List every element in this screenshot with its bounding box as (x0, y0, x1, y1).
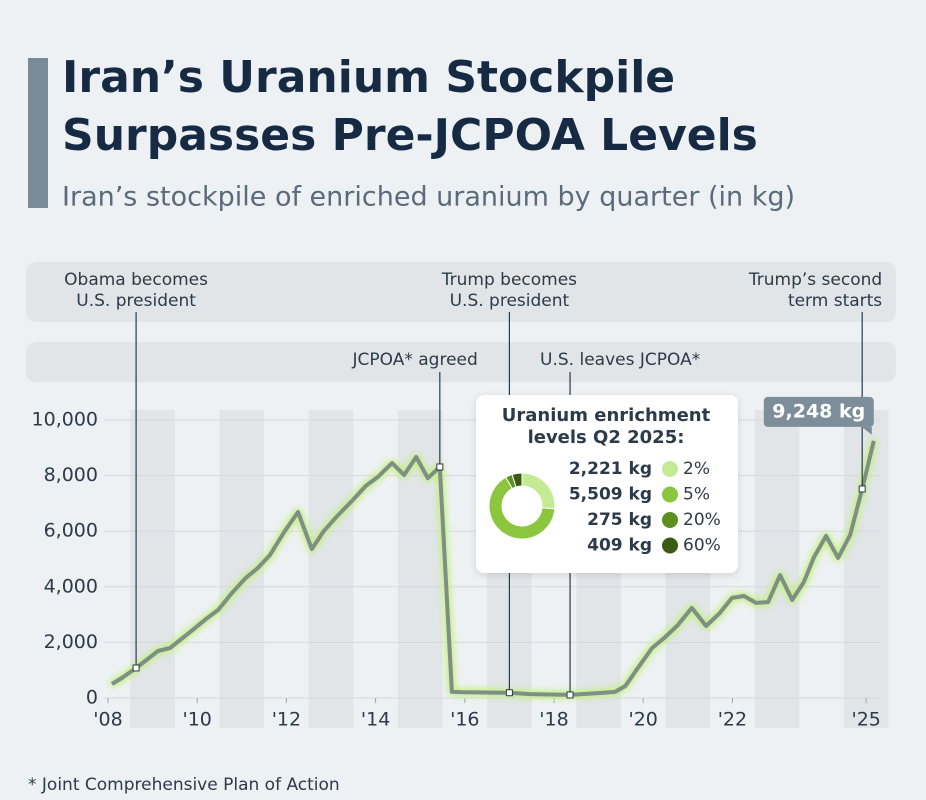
x-tick-label: '20 (628, 709, 657, 731)
pie-slice (511, 472, 523, 488)
annotation-text: JCPOA* agreed (352, 350, 478, 370)
x-tick-label: '25 (851, 709, 880, 731)
year-band (754, 410, 800, 728)
pie-title: Uranium enrichment (502, 405, 711, 426)
annotation-band (26, 342, 896, 382)
annotation-marker (566, 691, 574, 699)
annotation-marker (858, 485, 866, 493)
y-tick-label: 0 (86, 687, 98, 709)
annotation-text: U.S. president (450, 291, 570, 311)
legend-label: 2% (683, 459, 710, 479)
year-band (130, 410, 175, 728)
pie-value-label: 2,221 kg (569, 459, 652, 479)
x-tick-label: '10 (182, 709, 211, 731)
year-band (397, 410, 443, 728)
annotation-marker (132, 664, 140, 672)
x-tick-label: '08 (93, 709, 122, 731)
pie-slice (488, 476, 556, 540)
pie-value-label: 409 kg (587, 536, 652, 556)
annotation-marker (505, 689, 513, 697)
y-tick-label: 8,000 (44, 464, 98, 486)
pie-title: levels Q2 2025: (528, 427, 685, 448)
legend-swatch (662, 537, 678, 554)
pie-value-label: 275 kg (587, 510, 652, 530)
legend-label: 20% (683, 510, 721, 530)
annotation-text: U.S. leaves JCPOA* (540, 350, 700, 370)
value-label: 9,248 kg (772, 400, 865, 422)
x-tick-label: '22 (718, 709, 747, 731)
legend-swatch (662, 512, 678, 528)
y-tick-label: 2,000 (44, 631, 98, 653)
footnote: * Joint Comprehensive Plan of Action (28, 775, 340, 795)
x-tick-label: '14 (361, 709, 390, 731)
annotation-text: Trump becomes (441, 270, 577, 290)
value-label-box (763, 396, 874, 427)
x-tick-label: '12 (272, 709, 301, 731)
legend-swatch (662, 486, 678, 503)
annotation-marker (436, 463, 444, 471)
annotation-text: Obama becomes (64, 270, 208, 290)
data-line (110, 440, 876, 697)
pie-value-label: 5,509 kg (569, 485, 652, 505)
chart-title: Iran’s Uranium Stockpile Surpasses Pre-JC… (62, 52, 758, 161)
annotation-text: Trump’s second (748, 270, 882, 290)
annotation-text: term starts (788, 291, 882, 311)
title-bar (28, 58, 48, 208)
year-band (843, 410, 889, 728)
legend-label: 5% (683, 485, 710, 505)
year-band (308, 410, 354, 728)
y-tick-label: 6,000 (44, 520, 98, 542)
annotation-text: U.S. president (76, 291, 196, 311)
legend-label: 60% (683, 536, 721, 556)
x-tick-label: '16 (450, 709, 479, 731)
y-tick-label: 10,000 (32, 409, 98, 431)
y-tick-label: 4,000 (44, 575, 98, 597)
value-label-pointer (861, 426, 872, 435)
chart-subtitle: Iran’s stockpile of enriched uranium by … (62, 182, 795, 213)
legend-swatch (662, 461, 678, 477)
annotation-band (26, 262, 896, 322)
x-tick-label: '18 (539, 709, 568, 731)
